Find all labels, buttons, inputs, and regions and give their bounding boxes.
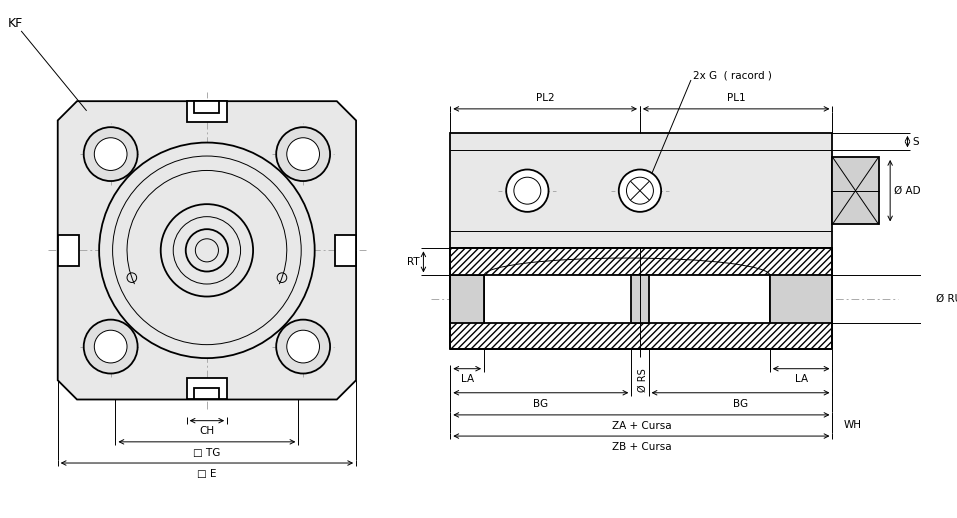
Circle shape	[95, 138, 127, 170]
Bar	[451, 249, 833, 350]
Circle shape	[95, 330, 127, 363]
Text: BG: BG	[533, 398, 548, 409]
Bar	[769, 276, 833, 323]
Bar	[187, 378, 227, 399]
Text: BG: BG	[733, 398, 748, 409]
Polygon shape	[57, 101, 356, 399]
Circle shape	[277, 127, 330, 181]
Circle shape	[83, 127, 138, 181]
Bar	[335, 235, 356, 266]
Text: KF: KF	[8, 17, 23, 30]
Bar	[194, 101, 219, 113]
Text: □ TG: □ TG	[193, 448, 220, 457]
Bar	[484, 276, 769, 323]
Text: ZB + Cursa: ZB + Cursa	[612, 442, 671, 452]
Text: PL1: PL1	[727, 93, 746, 103]
Circle shape	[100, 142, 315, 358]
Text: Ø AD: Ø AD	[894, 185, 921, 196]
Bar	[194, 388, 219, 399]
Text: CH: CH	[199, 426, 214, 437]
Text: ZA + Cursa: ZA + Cursa	[612, 421, 671, 430]
Text: WH: WH	[844, 421, 862, 430]
Circle shape	[83, 320, 138, 373]
Circle shape	[619, 169, 661, 212]
Circle shape	[506, 169, 548, 212]
Text: LA: LA	[794, 375, 808, 384]
Circle shape	[277, 320, 330, 373]
Text: PL2: PL2	[536, 93, 554, 103]
Circle shape	[287, 138, 320, 170]
Bar	[187, 101, 227, 122]
Text: Ø RU: Ø RU	[936, 294, 957, 304]
Circle shape	[514, 177, 541, 204]
Bar	[57, 235, 78, 266]
Text: LA: LA	[460, 375, 474, 384]
Bar	[451, 276, 484, 323]
Bar	[632, 276, 649, 323]
Text: S: S	[912, 137, 919, 147]
Text: RT: RT	[407, 257, 419, 267]
Bar	[451, 133, 833, 249]
Text: 2x G  ( racord ): 2x G ( racord )	[693, 70, 771, 80]
Bar	[833, 157, 879, 224]
Circle shape	[627, 177, 654, 204]
Text: Ø RS: Ø RS	[637, 369, 648, 393]
Text: □ E: □ E	[197, 469, 216, 479]
Circle shape	[287, 330, 320, 363]
